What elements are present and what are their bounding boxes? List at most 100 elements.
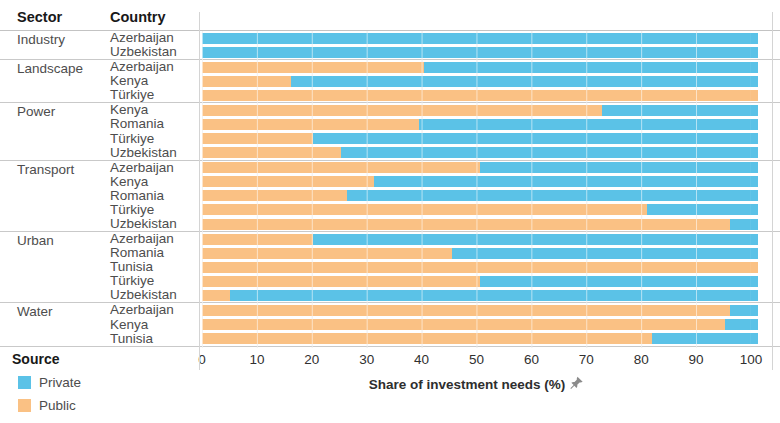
axis-divider-line xyxy=(199,12,200,370)
bar-segment-private[interactable] xyxy=(602,105,758,116)
stacked-bar xyxy=(202,176,758,187)
bar-segment-private[interactable] xyxy=(347,190,758,201)
bar-segment-private[interactable] xyxy=(374,176,758,187)
sector-group: TransportAzerbaijanKenyaRomaniaTürkiyeUz… xyxy=(0,160,780,231)
bar-cell xyxy=(199,318,780,332)
axis-tick: 80 xyxy=(634,352,649,367)
bar-segment-public[interactable] xyxy=(202,248,452,259)
country-label: Türkiye xyxy=(110,88,199,102)
bar-segment-public[interactable] xyxy=(202,119,419,130)
table-row: Kenya xyxy=(110,74,780,88)
axis-tick: 40 xyxy=(414,352,429,367)
bar-segment-public[interactable] xyxy=(202,290,230,301)
bar-cell xyxy=(199,31,780,45)
bar-segment-private[interactable] xyxy=(202,47,758,58)
bar-segment-private[interactable] xyxy=(313,234,758,245)
group-rows: AzerbaijanKenyaTunisia xyxy=(110,303,780,345)
bar-cell xyxy=(199,189,780,203)
bar-segment-private[interactable] xyxy=(419,119,758,130)
bar-cell xyxy=(199,146,780,160)
legend-swatch-private xyxy=(18,376,31,389)
bar-segment-public[interactable] xyxy=(202,319,725,330)
bar-segment-public[interactable] xyxy=(202,90,758,101)
sector-label: Industry xyxy=(17,31,110,59)
bar-segment-private[interactable] xyxy=(730,219,758,230)
pushpin-icon[interactable] xyxy=(569,379,584,394)
bar-segment-public[interactable] xyxy=(202,162,480,173)
bar-segment-public[interactable] xyxy=(202,333,652,344)
legend-item-label: Private xyxy=(39,375,81,390)
stacked-bar xyxy=(202,276,758,287)
bar-segment-public[interactable] xyxy=(202,305,730,316)
sector-label: Water xyxy=(17,303,110,345)
stacked-bar xyxy=(202,90,758,101)
bar-cell xyxy=(199,45,780,59)
bar-segment-private[interactable] xyxy=(730,305,758,316)
legend-item[interactable]: Private xyxy=(10,375,81,390)
table-row: Türkiye xyxy=(110,274,780,288)
bar-segment-private[interactable] xyxy=(424,62,758,73)
bar-segment-private[interactable] xyxy=(647,204,758,215)
table-row: Romania xyxy=(110,246,780,260)
bar-segment-private[interactable] xyxy=(230,290,758,301)
bar-cell xyxy=(199,274,780,288)
table-row: Azerbaijan xyxy=(110,161,780,175)
country-label: Uzbekistan xyxy=(110,217,199,231)
bar-segment-public[interactable] xyxy=(202,133,313,144)
group-rows: AzerbaijanKenyaRomaniaTürkiyeUzbekistan xyxy=(110,161,780,231)
stacked-bar xyxy=(202,262,758,273)
stacked-bar xyxy=(202,119,758,130)
axis-tick: 30 xyxy=(359,352,374,367)
group-rows: AzerbaijanKenyaTürkiye xyxy=(110,60,780,102)
axis-tick: 50 xyxy=(469,352,484,367)
bar-segment-private[interactable] xyxy=(291,76,758,87)
bar-cell xyxy=(199,103,780,117)
table-row: Tunisia xyxy=(110,332,780,346)
bar-segment-public[interactable] xyxy=(202,105,602,116)
bar-segment-public[interactable] xyxy=(202,76,291,87)
axis-tick: 10 xyxy=(249,352,264,367)
chart-page: Sector Country IndustryAzerbaijanUzbekis… xyxy=(0,0,780,423)
legend-title: Source xyxy=(12,351,81,367)
bar-segment-public[interactable] xyxy=(202,147,341,158)
bar-segment-private[interactable] xyxy=(480,162,758,173)
bar-segment-private[interactable] xyxy=(480,276,758,287)
table-row: Romania xyxy=(110,117,780,131)
axis-tick: 60 xyxy=(524,352,539,367)
bar-segment-private[interactable] xyxy=(652,333,758,344)
table-row: Kenya xyxy=(110,175,780,189)
bar-cell xyxy=(199,88,780,102)
bar-segment-public[interactable] xyxy=(202,176,374,187)
stacked-bar xyxy=(202,248,758,259)
sector-group: IndustryAzerbaijanUzbekistan xyxy=(0,31,780,59)
bar-segment-public[interactable] xyxy=(202,262,758,273)
country-label: Azerbaijan xyxy=(110,303,199,317)
sector-label: Urban xyxy=(17,232,110,302)
stacked-bar xyxy=(202,305,758,316)
bar-cell xyxy=(199,161,780,175)
table-row: Uzbekistan xyxy=(110,288,780,302)
bar-segment-public[interactable] xyxy=(202,204,647,215)
bar-segment-public[interactable] xyxy=(202,219,730,230)
bar-segment-public[interactable] xyxy=(202,190,347,201)
stacked-bar xyxy=(202,219,758,230)
country-label: Uzbekistan xyxy=(110,45,199,59)
bar-segment-private[interactable] xyxy=(725,319,758,330)
sector-group: UrbanAzerbaijanRomaniaTunisiaTürkiyeUzbe… xyxy=(0,231,780,302)
legend-item[interactable]: Public xyxy=(10,398,81,413)
bar-segment-private[interactable] xyxy=(313,133,758,144)
bar-segment-private[interactable] xyxy=(202,33,758,44)
bar-segment-public[interactable] xyxy=(202,234,313,245)
sector-label: Transport xyxy=(17,161,110,231)
bar-segment-public[interactable] xyxy=(202,276,480,287)
bar-cell xyxy=(199,232,780,246)
country-label: Kenya xyxy=(110,103,199,117)
axis-tick: 70 xyxy=(579,352,594,367)
bar-segment-private[interactable] xyxy=(452,248,758,259)
bar-segment-public[interactable] xyxy=(202,62,424,73)
stacked-bar xyxy=(202,333,758,344)
bar-segment-private[interactable] xyxy=(341,147,758,158)
stacked-bar xyxy=(202,190,758,201)
table-row: Uzbekistan xyxy=(110,217,780,231)
country-label: Tunisia xyxy=(110,332,199,346)
